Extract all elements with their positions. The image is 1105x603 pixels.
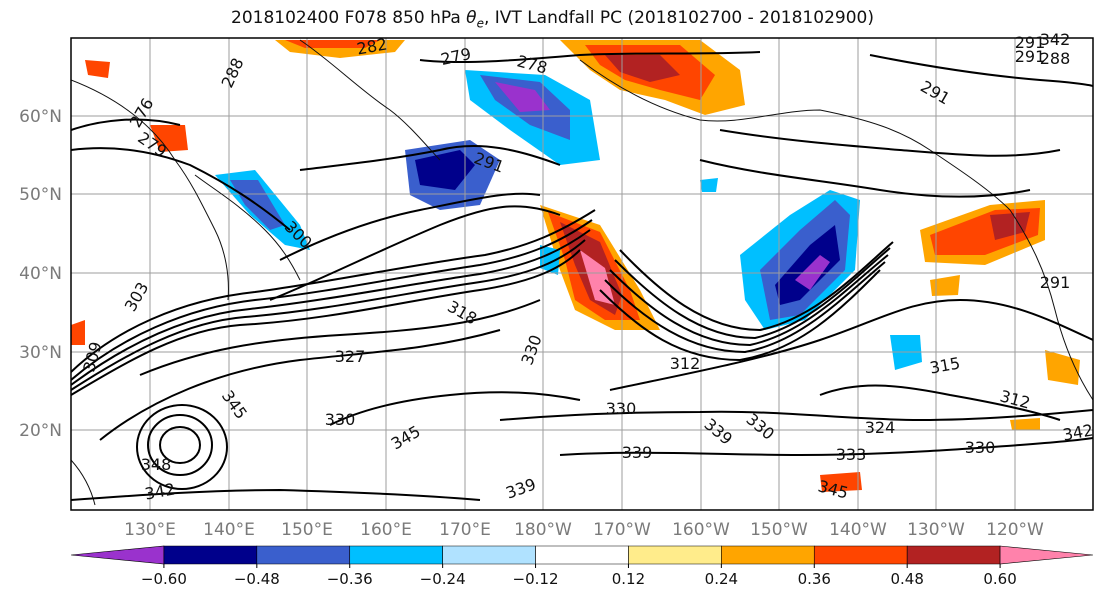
lon-tick-label: 160°W: [672, 520, 730, 540]
colorbar-tick-label: 0.24: [705, 570, 738, 588]
lon-tick-label: 140°W: [829, 520, 887, 540]
colorbar-segment: [999, 545, 1094, 565]
colorbar-segment: [906, 545, 1001, 565]
lat-tick-label: 60°N: [19, 107, 62, 127]
colorbar-segment: [721, 545, 815, 565]
latitude-labels: 60°N 50°N 40°N 30°N 20°N: [19, 107, 62, 441]
map-frame: [70, 37, 1094, 511]
colorbar-tick-label: 0.36: [798, 570, 831, 588]
contour-label: 291: [1015, 33, 1046, 52]
contour-label: 324: [865, 418, 896, 437]
colorbar-segment: [535, 545, 629, 565]
colorbar-segment: [442, 545, 536, 565]
contour-label: 330: [965, 438, 996, 457]
colorbar-tick-label: −0.60: [141, 570, 187, 588]
colorbar-segment: [256, 545, 351, 565]
contour-label: 330: [606, 399, 637, 418]
contour-label: 342: [1040, 30, 1071, 49]
map-title: 2018102400 F078 850 hPa θe, IVT Landfall…: [0, 8, 1105, 30]
lon-tick-label: 170°W: [593, 520, 651, 540]
lon-tick-label: 120°W: [986, 520, 1044, 540]
contour-label: 291: [1015, 47, 1046, 66]
theta-e-contours: [71, 51, 1093, 501]
colorbar-segment: [628, 545, 722, 565]
lat-tick-label: 30°N: [19, 343, 62, 363]
contour-label: 312: [670, 354, 701, 373]
colorbar-segment: [70, 545, 165, 565]
colorbar-segment: [813, 545, 908, 565]
lon-tick-label: 150°W: [750, 520, 808, 540]
title-suffix: , IVT Landfall PC (2018102700 - 20181029…: [483, 8, 874, 28]
lon-tick-label: 160°E: [360, 520, 412, 540]
lon-tick-label: 180°W: [514, 520, 572, 540]
anomaly-shading: [71, 40, 1080, 492]
lon-tick-label: 150°E: [281, 520, 333, 540]
contour-label: 291: [1040, 273, 1071, 292]
title-subscript: e: [476, 16, 484, 31]
coastlines: [71, 39, 1093, 506]
colorbar: [70, 545, 1094, 565]
title-theta-symbol: θ: [466, 8, 477, 28]
lon-tick-label: 170°E: [439, 520, 491, 540]
lon-tick-label: 130°W: [907, 520, 965, 540]
colorbar-tick-label: −0.24: [420, 570, 466, 588]
colorbar-tick-labels: −0.60 −0.48 −0.36 −0.24 −0.12 0.12 0.24 0.36 0.4…: [141, 564, 1017, 588]
lat-tick-label: 50°N: [19, 185, 62, 205]
lat-tick-label: 20°N: [19, 421, 62, 441]
lon-tick-label: 130°E: [124, 520, 176, 540]
contour-label: 333: [836, 445, 867, 464]
colorbar-tick-label: 0.48: [890, 570, 923, 588]
colorbar-tick-label: −0.12: [513, 570, 559, 588]
colorbar-tick-label: −0.36: [327, 570, 373, 588]
colorbar-tick-label: 0.12: [612, 570, 645, 588]
colorbar-segment: [163, 545, 258, 565]
lat-tick-label: 40°N: [19, 264, 62, 284]
contour-label: 330: [325, 410, 356, 429]
colorbar-tick-label: −0.48: [234, 570, 280, 588]
contour-label: 339: [622, 443, 653, 462]
lon-tick-label: 140°E: [203, 520, 255, 540]
longitude-labels: 130°E 140°E 150°E 160°E 170°E 180°W 170°W 160°W…: [124, 520, 1044, 540]
contour-label: 348: [141, 455, 172, 474]
title-prefix: 2018102400 F078 850 hPa: [231, 8, 467, 28]
colorbar-tick-label: 0.60: [983, 570, 1016, 588]
contour-label: 288: [1040, 49, 1071, 68]
map-content: [71, 38, 1093, 510]
contour-label: 327: [335, 347, 366, 366]
colorbar-segment: [349, 545, 443, 565]
graticule: [71, 38, 1093, 510]
